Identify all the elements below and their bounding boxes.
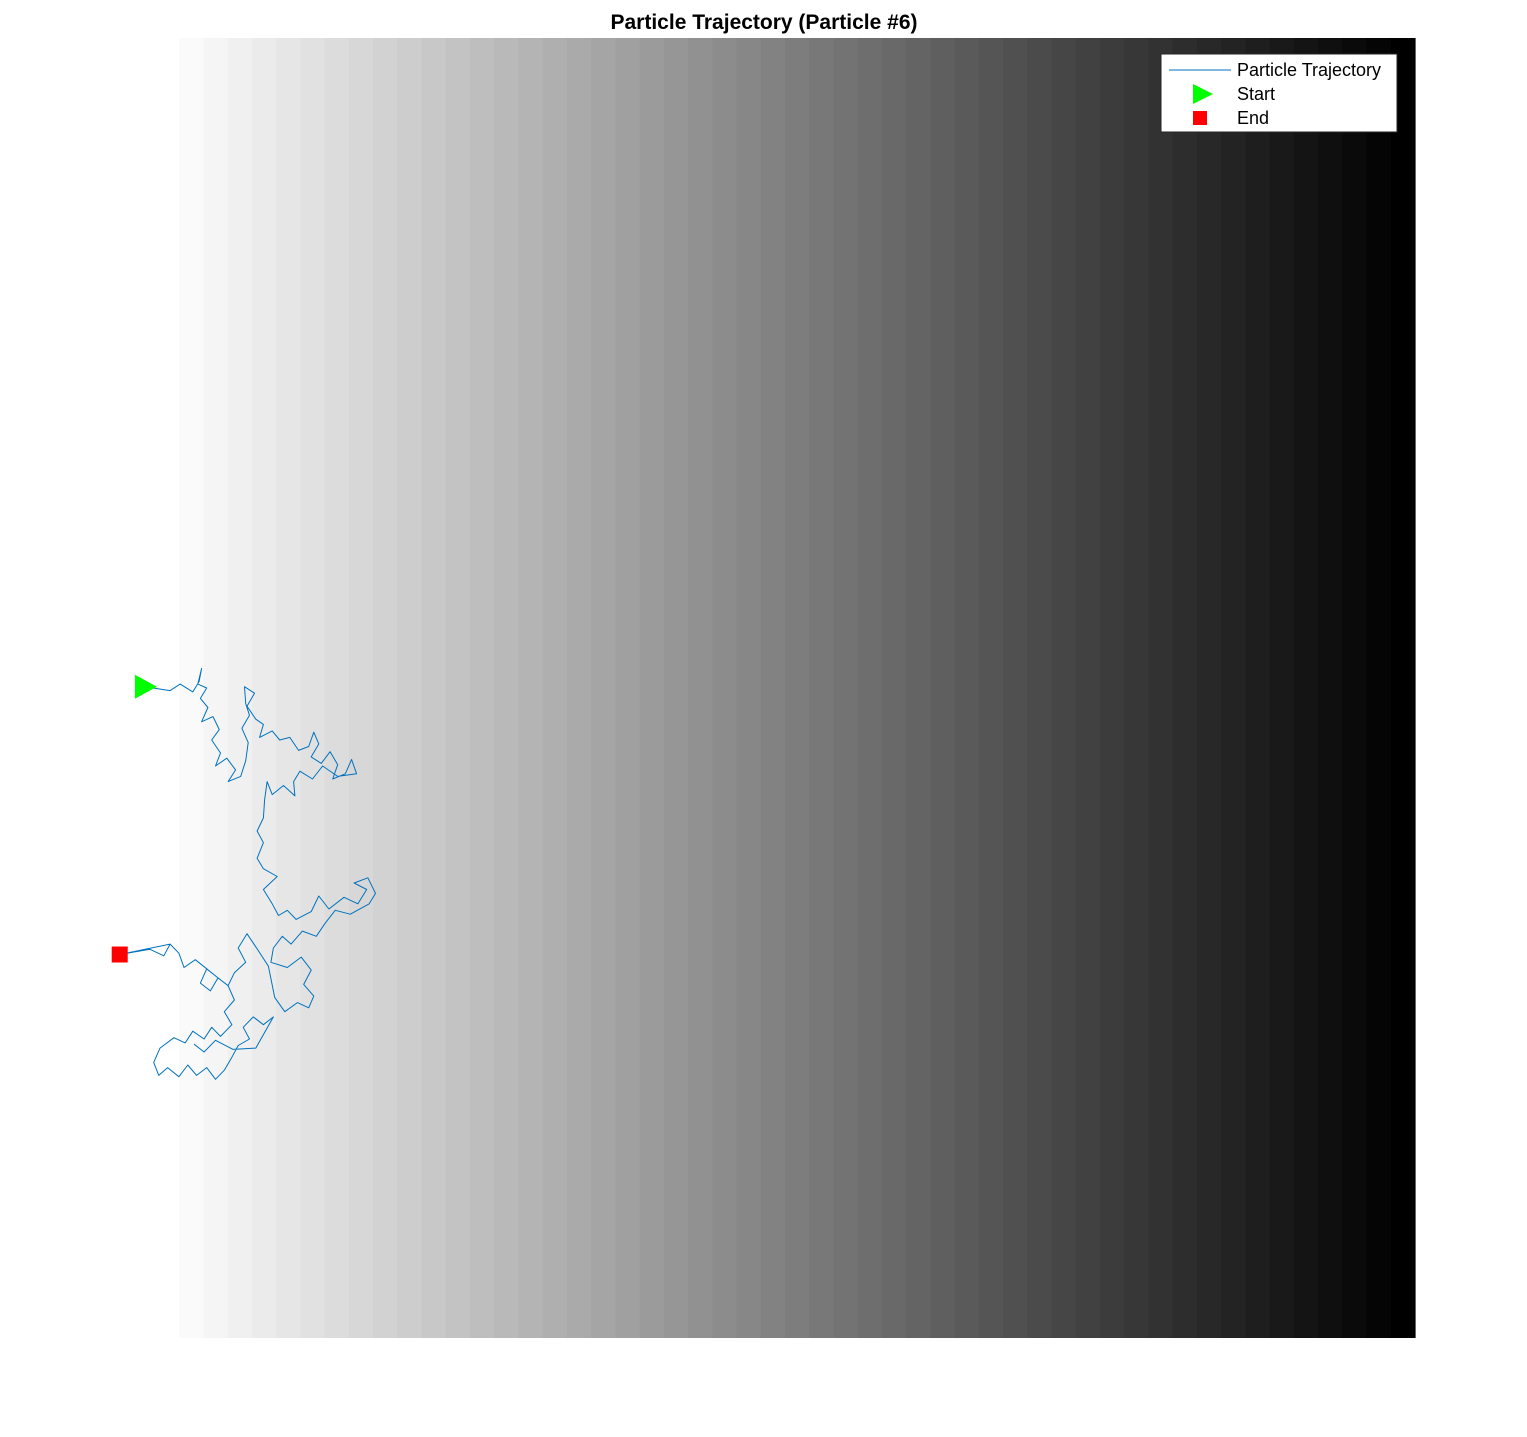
background-band [760,38,786,1338]
background-band [324,38,350,1338]
background-band [542,38,568,1338]
background-band [1245,38,1271,1338]
background-band [1148,38,1174,1338]
background-band [373,38,398,1338]
background-band [276,38,301,1338]
background-band [1003,38,1028,1338]
background-band [639,38,665,1338]
background-band [1027,38,1053,1338]
background-band [663,38,689,1338]
background-band [954,38,980,1338]
background-band [833,38,859,1338]
background-band [566,38,592,1338]
marker-layer [111,674,157,963]
legend-end-swatch [1193,111,1207,125]
background-band [615,38,641,1338]
background-band [1221,38,1246,1338]
chart-title: Particle Trajectory (Particle #6) [611,11,918,34]
background-band [712,38,738,1338]
background-band [1269,38,1295,1338]
background-band [978,38,1004,1338]
background-band [421,38,447,1338]
start-marker [134,674,157,699]
background-band [857,38,883,1338]
background-band [251,38,277,1338]
background-band [1172,38,1198,1338]
legend-label: End [1237,108,1269,128]
background-band [1100,38,1125,1338]
background-band [348,38,374,1338]
background-band [785,38,810,1338]
background-band [1051,38,1077,1338]
background-band [1366,38,1392,1338]
background-band [470,38,495,1338]
background-band [1342,38,1368,1338]
trajectory-line [119,668,376,1080]
background-band [591,38,616,1338]
legend-label: Particle Trajectory [1237,60,1381,80]
legend-entry: Start [1193,84,1275,104]
legend-start-swatch [1193,84,1213,104]
background-band [518,38,544,1338]
gradient-background [155,38,1416,1338]
trajectory-series [119,668,376,1080]
background-band [1293,38,1319,1338]
background-band [445,38,471,1338]
legend-entry: Particle Trajectory [1169,60,1381,80]
background-band [736,38,762,1338]
background-band [227,38,253,1338]
background-band [881,38,907,1338]
background-band [930,38,956,1338]
background-band [155,38,180,1338]
background-band [809,38,835,1338]
background-band [1390,38,1416,1338]
background-band [494,38,520,1338]
legend-label: Start [1237,84,1275,104]
background-band [300,38,326,1338]
end-marker [111,946,128,963]
background-band [179,38,205,1338]
background-band [1075,38,1101,1338]
legend: Particle Trajectory Start End [1160,53,1398,133]
background-band [906,38,931,1338]
background-band [1196,38,1222,1338]
background-band [203,38,229,1338]
background-band [397,38,423,1338]
background-band [688,38,713,1338]
legend-entry: End [1193,108,1269,128]
background-band [1124,38,1150,1338]
background-band [1318,38,1343,1338]
